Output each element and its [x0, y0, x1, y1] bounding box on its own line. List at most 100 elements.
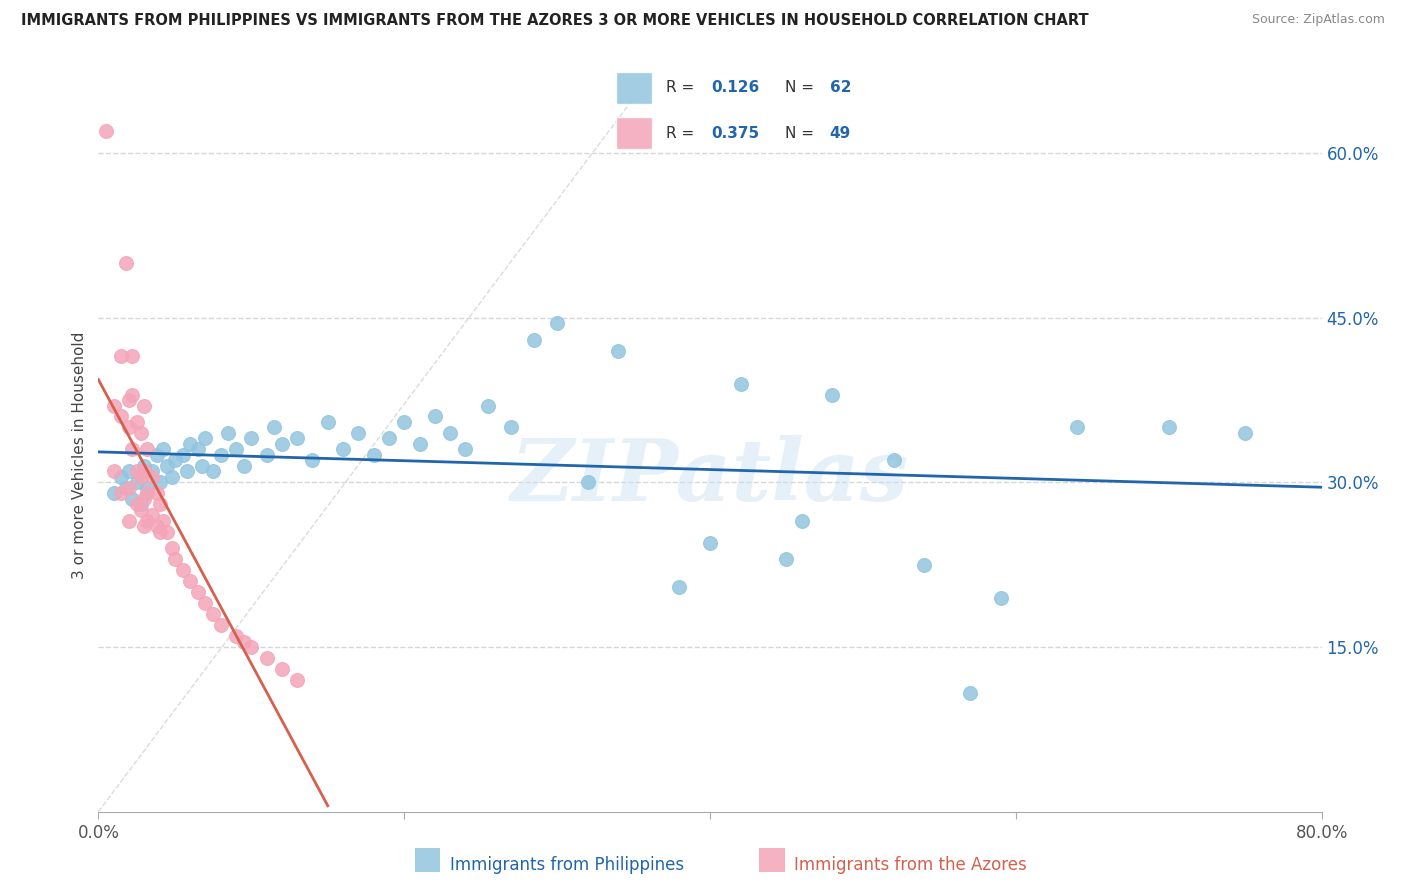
- Point: [163, 552, 186, 566]
- Point: [121, 442, 143, 457]
- Point: [121, 349, 143, 363]
- Point: [110, 349, 132, 363]
- Point: [160, 470, 183, 484]
- Point: [176, 464, 198, 478]
- Point: [136, 514, 159, 528]
- Point: [217, 425, 239, 440]
- Point: [129, 425, 152, 440]
- Point: [256, 651, 278, 665]
- Point: [110, 409, 132, 424]
- Point: [668, 580, 690, 594]
- Point: [191, 458, 214, 473]
- Y-axis label: 3 or more Vehicles in Household: 3 or more Vehicles in Household: [72, 331, 87, 579]
- Point: [194, 596, 217, 610]
- Point: [912, 558, 935, 572]
- Point: [115, 481, 138, 495]
- Point: [209, 618, 232, 632]
- Point: [134, 458, 156, 473]
- Point: [240, 640, 263, 654]
- Point: [347, 425, 370, 440]
- Point: [134, 519, 156, 533]
- Text: N =: N =: [785, 80, 818, 95]
- Text: IMMIGRANTS FROM PHILIPPINES VS IMMIGRANTS FROM THE AZORES 3 OR MORE VEHICLES IN : IMMIGRANTS FROM PHILIPPINES VS IMMIGRANT…: [21, 13, 1088, 29]
- Point: [118, 392, 141, 407]
- Point: [152, 442, 174, 457]
- Point: [118, 514, 141, 528]
- Point: [134, 491, 156, 506]
- Point: [121, 491, 143, 506]
- Text: Source: ZipAtlas.com: Source: ZipAtlas.com: [1251, 13, 1385, 27]
- Point: [883, 453, 905, 467]
- Point: [270, 662, 292, 676]
- Point: [115, 256, 138, 270]
- Point: [134, 399, 156, 413]
- Point: [118, 420, 141, 434]
- Text: 49: 49: [830, 126, 851, 141]
- Point: [149, 524, 172, 539]
- Point: [129, 503, 152, 517]
- Point: [103, 486, 125, 500]
- Point: [423, 409, 446, 424]
- Point: [110, 486, 132, 500]
- Point: [179, 437, 201, 451]
- Point: [121, 387, 143, 401]
- Point: [134, 464, 156, 478]
- Point: [172, 563, 194, 577]
- Text: 0.375: 0.375: [711, 126, 759, 141]
- Point: [202, 464, 225, 478]
- Point: [129, 497, 152, 511]
- Point: [125, 497, 148, 511]
- Point: [607, 343, 630, 358]
- Point: [225, 629, 247, 643]
- Point: [156, 524, 179, 539]
- Point: [990, 591, 1012, 605]
- Point: [408, 437, 430, 451]
- Point: [129, 470, 152, 484]
- Text: Immigrants from Philippines: Immigrants from Philippines: [450, 856, 685, 874]
- Bar: [616, 118, 652, 149]
- Text: 62: 62: [830, 80, 851, 95]
- Point: [332, 442, 354, 457]
- Point: [730, 376, 752, 391]
- Point: [209, 448, 232, 462]
- Point: [145, 448, 167, 462]
- Point: [149, 497, 172, 511]
- Point: [285, 432, 308, 446]
- Text: R =: R =: [666, 126, 700, 141]
- Point: [160, 541, 183, 556]
- Point: [790, 514, 813, 528]
- Point: [172, 448, 194, 462]
- Point: [477, 399, 499, 413]
- Point: [1066, 420, 1088, 434]
- Point: [163, 453, 186, 467]
- Point: [378, 432, 401, 446]
- Point: [240, 432, 263, 446]
- Point: [301, 453, 323, 467]
- Point: [125, 415, 148, 429]
- Point: [125, 464, 148, 478]
- Point: [523, 333, 546, 347]
- Text: ZIPatlas: ZIPatlas: [510, 434, 910, 518]
- Point: [125, 475, 148, 490]
- Text: 0.126: 0.126: [711, 80, 759, 95]
- Point: [576, 475, 599, 490]
- Point: [546, 316, 568, 330]
- Point: [152, 514, 174, 528]
- Point: [187, 585, 209, 599]
- Point: [94, 124, 117, 138]
- Point: [136, 481, 159, 495]
- Point: [136, 486, 159, 500]
- Point: [316, 415, 339, 429]
- Point: [141, 464, 163, 478]
- Point: [285, 673, 308, 687]
- Point: [187, 442, 209, 457]
- Text: N =: N =: [785, 126, 818, 141]
- Point: [141, 470, 163, 484]
- Point: [775, 552, 797, 566]
- Point: [194, 432, 217, 446]
- Text: R =: R =: [666, 80, 700, 95]
- Point: [103, 399, 125, 413]
- Point: [821, 387, 844, 401]
- Point: [699, 535, 721, 549]
- Point: [149, 475, 172, 490]
